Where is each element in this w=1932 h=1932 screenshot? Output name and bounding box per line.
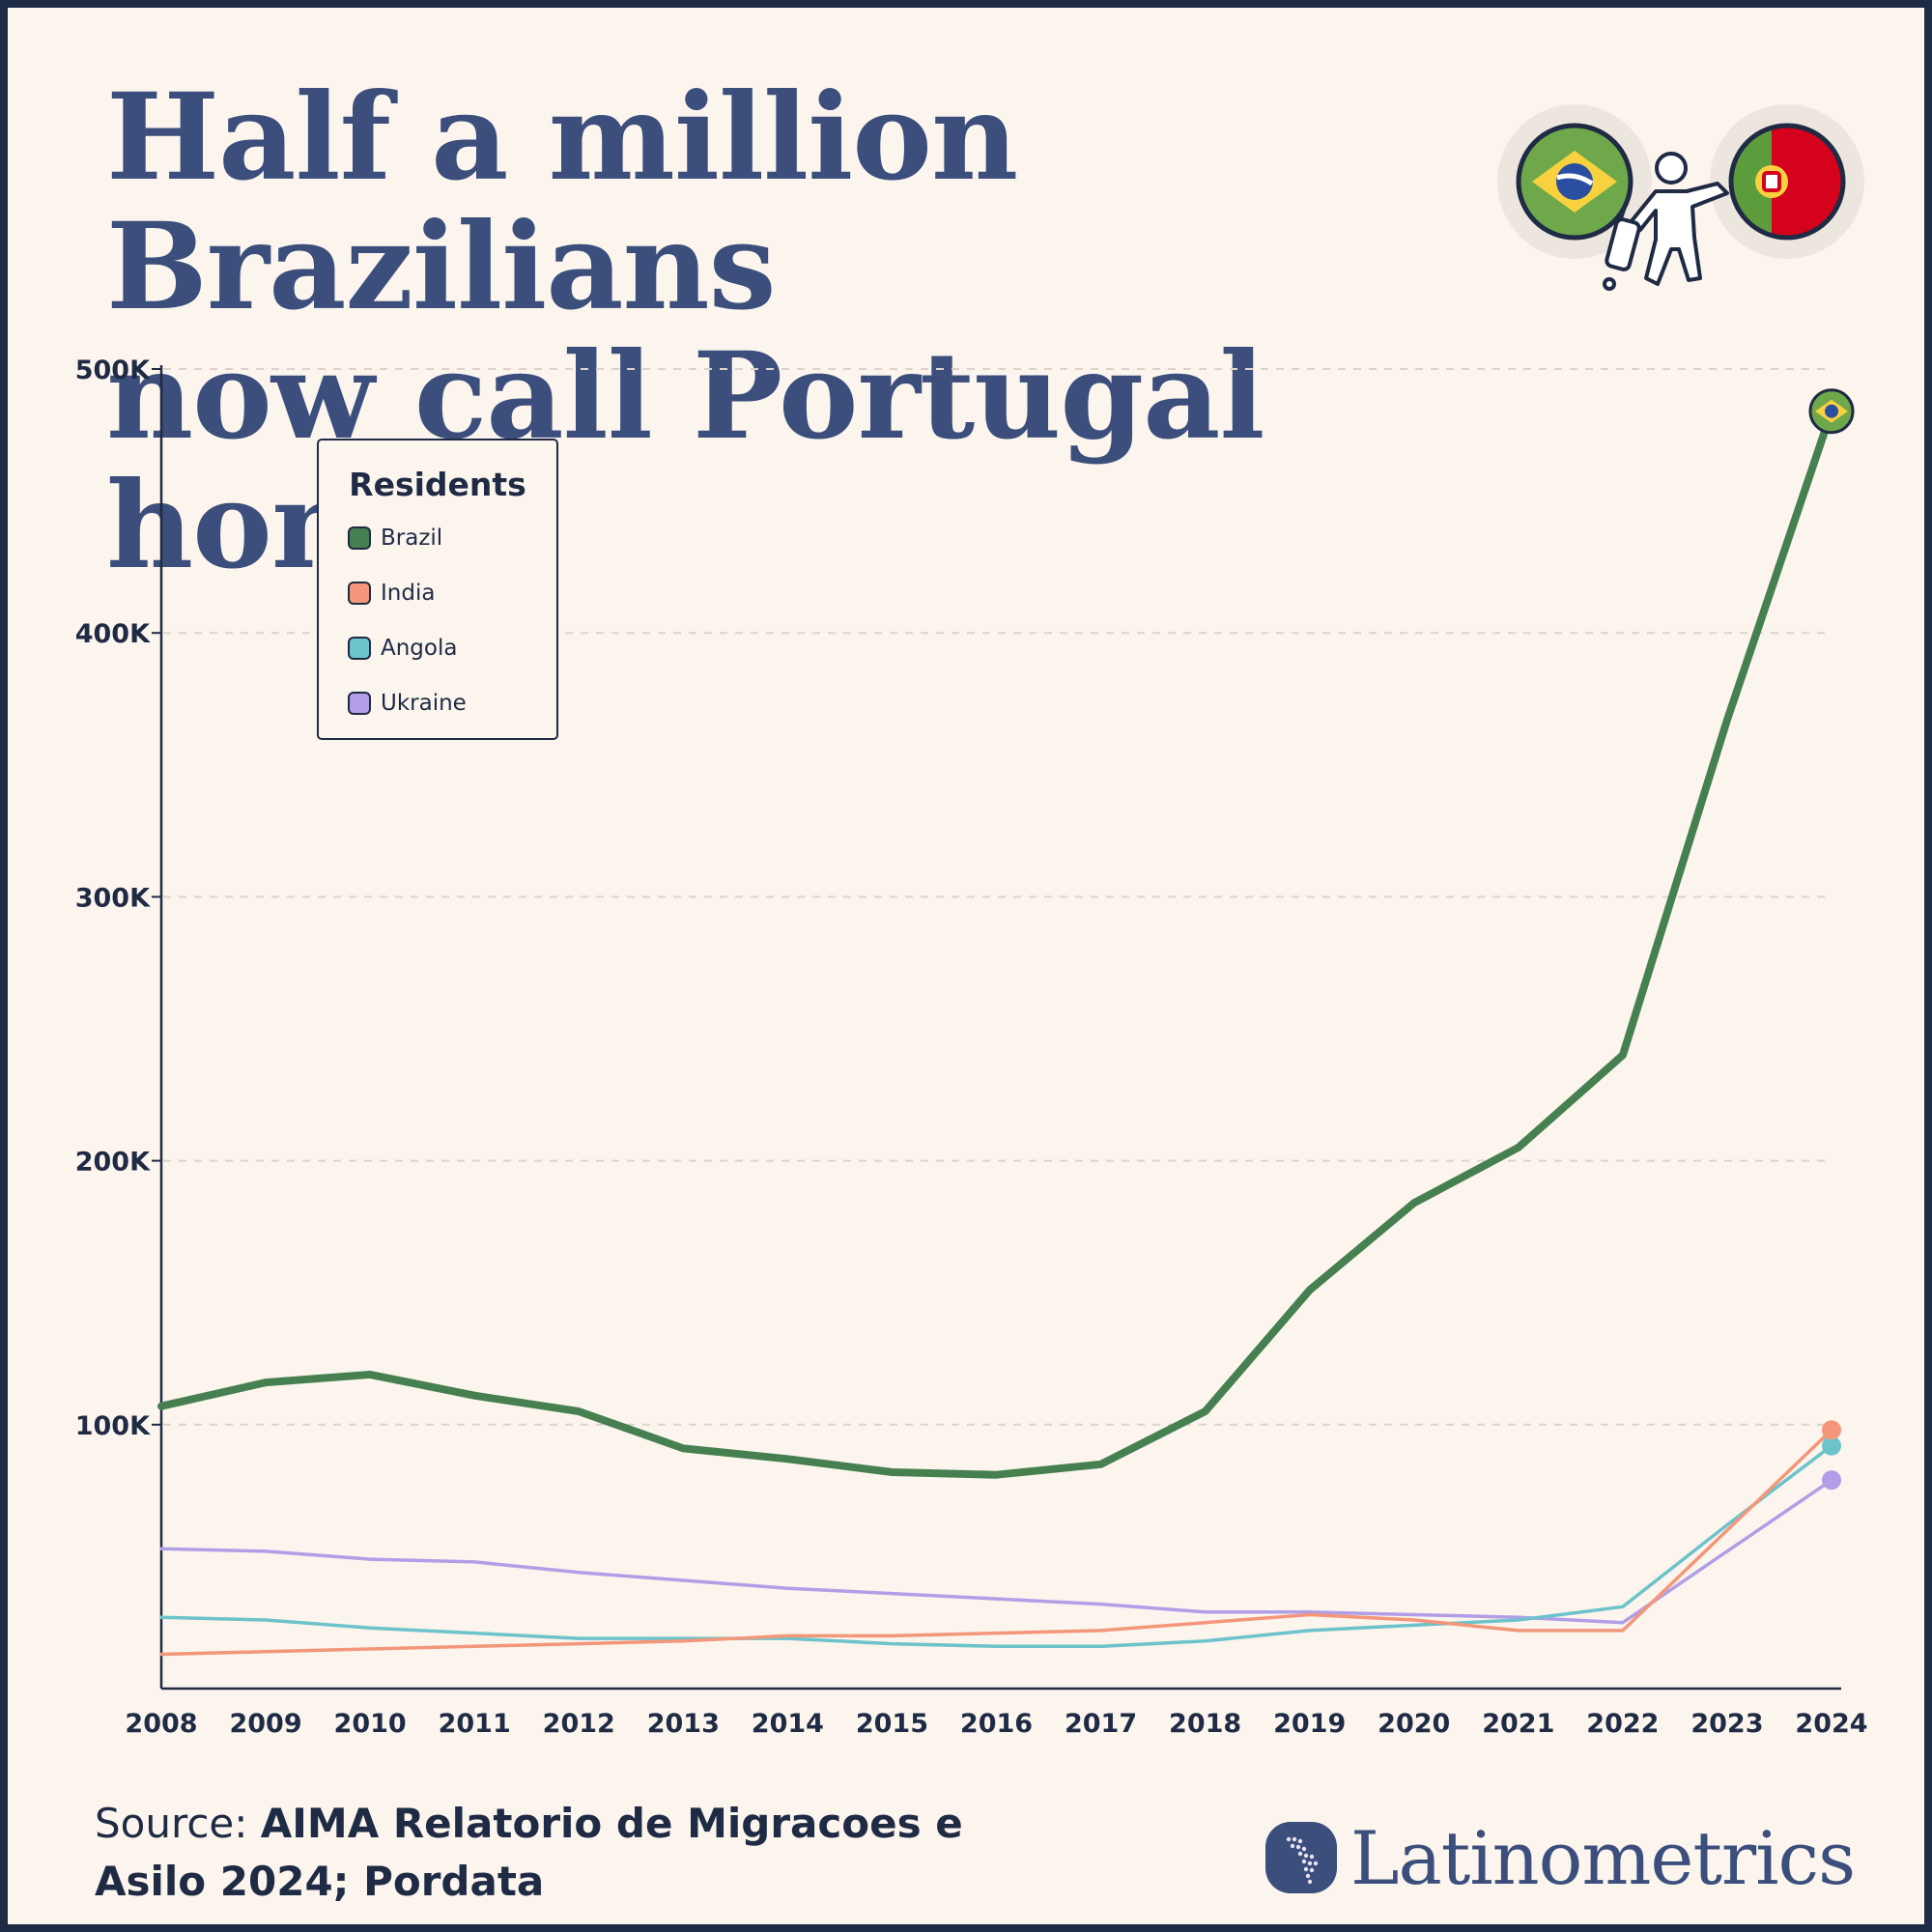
x-tick-label: 2013 (647, 1709, 720, 1739)
x-tick-label: 2012 (543, 1709, 615, 1739)
end-marker-ukraine (1822, 1470, 1841, 1491)
legend-label-ukraine: Ukraine (381, 691, 467, 716)
title-line-1: Half a million Brazilians (106, 68, 1018, 337)
chart-card: Half a million Brazilians now call Portu… (8, 8, 1924, 1924)
line-chart: 100K 200K 300K 400K 500K 2008 2009 2010 2011 2012… (75, 355, 1868, 1739)
legend-swatch-brazil (348, 526, 371, 550)
series-line-brazil (157, 407, 1835, 1479)
legend-item-angola: Angola (348, 634, 457, 663)
x-tick-label: 2021 (1482, 1709, 1554, 1739)
legend-item-brazil: Brazil (348, 524, 442, 553)
x-tick-label: 2019 (1273, 1709, 1346, 1739)
x-tick-label: 2009 (229, 1709, 301, 1739)
x-tick-label: 2010 (334, 1709, 407, 1739)
y-tick-label: 300K (75, 883, 151, 913)
portugal-flag-icon (1728, 123, 1846, 241)
traveler-icon (1603, 152, 1729, 291)
legend-swatch-angola (348, 637, 371, 660)
series-line-india (159, 1428, 1833, 1657)
x-tick-label: 2023 (1690, 1709, 1763, 1739)
end-markers (1808, 388, 1855, 1491)
x-tick-label: 2017 (1065, 1709, 1137, 1739)
brand: Latinometrics (1264, 1814, 1882, 1901)
series-line-angola (159, 1443, 1833, 1649)
legend-swatch-ukraine (348, 692, 371, 715)
x-tick-label: 2008 (125, 1709, 197, 1739)
brazil-flag-icon (1516, 123, 1634, 241)
legend-item-ukraine: Ukraine (348, 689, 467, 718)
end-marker-india (1822, 1420, 1841, 1440)
brand-name: Latinometrics (1350, 1814, 1856, 1901)
y-tick-label: 100K (75, 1411, 151, 1441)
y-tick-label: 500K (75, 355, 151, 385)
series-lines (157, 407, 1835, 1657)
x-tick-label: 2016 (960, 1709, 1033, 1739)
source-note: Source: AIMA Relatorio de Migracoes e As… (95, 1795, 1061, 1911)
axes (152, 365, 1841, 1690)
x-tick-label: 2015 (856, 1709, 928, 1739)
x-tick-label: 2018 (1169, 1709, 1241, 1739)
x-tick-label: 2020 (1378, 1709, 1450, 1739)
legend-title: Residents (349, 466, 526, 503)
latinometrics-logo-icon (1265, 1822, 1337, 1893)
x-tick-label: 2011 (439, 1709, 511, 1739)
legend-label-brazil: Brazil (381, 526, 443, 551)
legend-item-india: India (348, 579, 435, 608)
x-tick-label: 2022 (1586, 1709, 1659, 1739)
y-tick-label: 400K (75, 619, 151, 649)
source-text: AIMA Relatorio de Migracoes e Asilo 2024… (95, 1800, 963, 1905)
legend-label-india: India (381, 581, 436, 606)
end-marker-angola (1822, 1435, 1841, 1456)
brazil-end-marker-icon (1808, 388, 1855, 435)
tick-labels: 100K 200K 300K 400K 500K 2008 2009 2010 2011 2012… (75, 355, 1868, 1739)
series-line-ukraine (159, 1478, 1833, 1625)
brazil-to-portugal-illustration (1497, 104, 1864, 291)
legend-swatch-india (348, 582, 371, 605)
x-tick-label: 2024 (1795, 1709, 1867, 1739)
y-tick-label: 200K (75, 1148, 151, 1178)
legend: Residents Brazil India Angola Ukraine (317, 439, 558, 740)
x-tick-label: 2014 (752, 1709, 824, 1739)
source-prefix: Source: (95, 1800, 261, 1847)
legend-label-angola: Angola (381, 636, 458, 661)
